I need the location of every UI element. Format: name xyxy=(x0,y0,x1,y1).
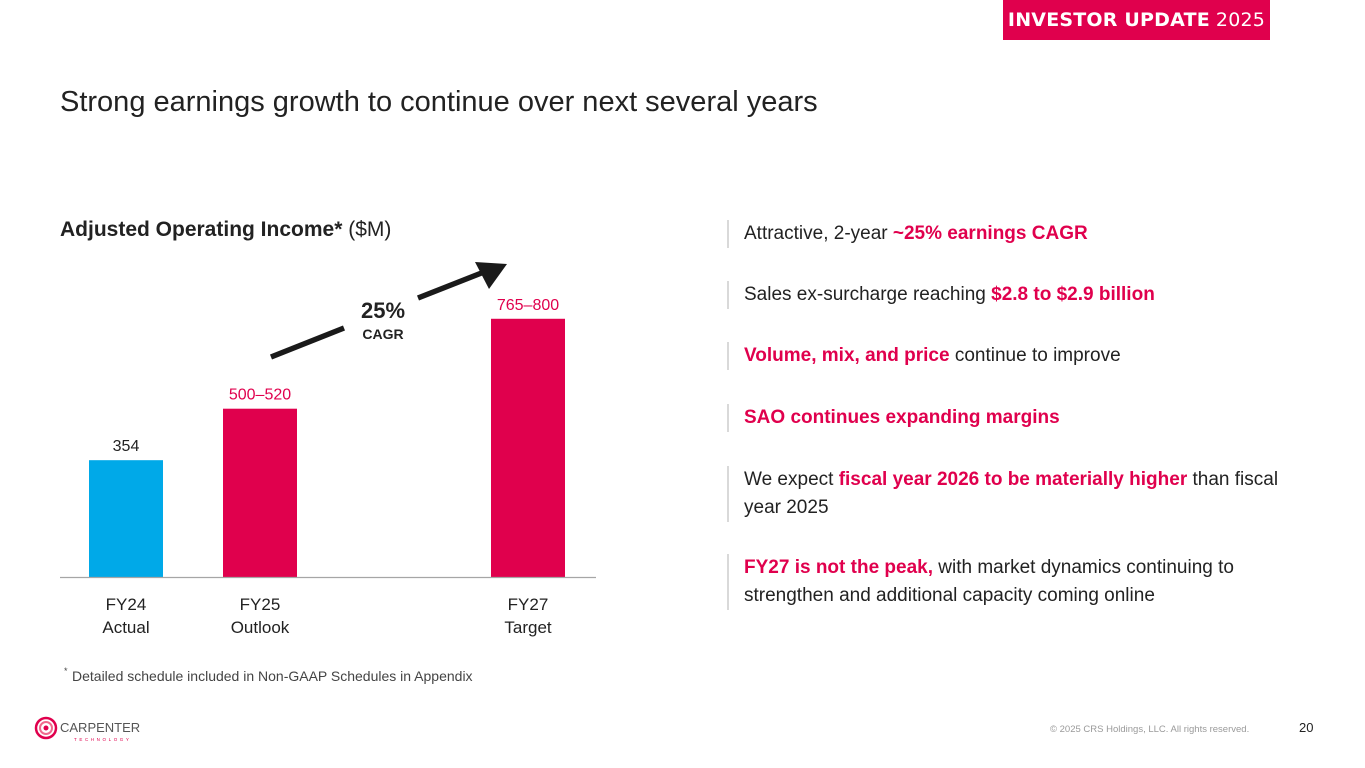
bar-fy27 xyxy=(491,318,565,577)
badge-label: INVESTOR UPDATE xyxy=(1007,9,1210,31)
page-number: 20 xyxy=(1299,720,1314,735)
chart-title: Adjusted Operating Income* ($M) xyxy=(60,218,391,242)
page-title: Strong earnings growth to continue over … xyxy=(60,86,818,118)
key-point-item: Sales ex-surcharge reaching $2.8 to $2.9… xyxy=(727,281,1304,309)
bar-fy24 xyxy=(89,460,163,577)
x-tick-label: Actual xyxy=(102,618,149,637)
highlighted-text: fiscal year 2026 to be materially higher xyxy=(838,469,1188,490)
carpenter-logo: CARPENTER TECHNOLOGY xyxy=(34,716,154,749)
x-tick-label: FY25 xyxy=(240,595,281,614)
cagr-arrow-tail xyxy=(269,325,346,360)
badge-year: 2025 xyxy=(1215,9,1266,31)
bar-fy25 xyxy=(223,408,297,577)
highlighted-text: $2.8 to $2.9 billion xyxy=(991,284,1155,305)
highlighted-text: FY27 is not the peak, xyxy=(744,557,933,578)
x-tick-label: Target xyxy=(504,618,552,637)
key-point-item: FY27 is not the peak, with market dynami… xyxy=(727,554,1304,610)
highlighted-text: Volume, mix, and price xyxy=(744,345,950,366)
body-text: We expect xyxy=(744,469,839,490)
cagr-arrow-shaft xyxy=(416,269,486,301)
footnote: * Detailed schedule included in Non-GAAP… xyxy=(64,666,473,684)
chart-title-unit: ($M) xyxy=(342,218,392,241)
body-text: Attractive, 2-year xyxy=(744,223,893,244)
highlighted-text: ~25% earnings CAGR xyxy=(892,223,1088,244)
x-tick-label: Outlook xyxy=(231,618,290,637)
body-text: with market dynamics continuing to stren… xyxy=(744,557,1234,606)
cagr-value: 25% xyxy=(361,298,405,323)
copyright-notice: © 2025 CRS Holdings, LLC. All rights res… xyxy=(1050,724,1250,735)
key-point-item: SAO continues expanding margins xyxy=(727,404,1304,432)
footnote-text: Detailed schedule included in Non-GAAP S… xyxy=(72,668,473,684)
cagr-arrow-head xyxy=(475,262,507,289)
cagr-arrow xyxy=(269,262,507,360)
body-text: Sales ex-surcharge reaching xyxy=(744,284,992,305)
footnote-marker: * xyxy=(64,666,68,676)
x-tick-label: FY27 xyxy=(508,595,549,614)
body-text: than fiscal year 2025 xyxy=(744,469,1279,518)
body-text: continue to improve xyxy=(949,345,1121,366)
chart-title-main: Adjusted Operating Income* xyxy=(60,218,343,241)
x-tick-label: FY24 xyxy=(106,595,147,614)
data-label-fy27: 765–800 xyxy=(497,297,559,314)
key-point-item: We expect fiscal year 2026 to be materia… xyxy=(727,466,1304,522)
logo-swirl-icon xyxy=(34,716,58,740)
highlighted-text: SAO continues expanding margins xyxy=(744,407,1060,428)
logo-name: CARPENTER xyxy=(60,720,140,735)
data-label-fy24: 354 xyxy=(113,438,140,455)
cagr-label: CAGR xyxy=(362,326,403,342)
data-label-fy25: 500–520 xyxy=(229,387,291,404)
investor-update-badge: INVESTOR UPDATE 2025 xyxy=(1003,0,1270,40)
key-point-item: Attractive, 2-year ~25% earnings CAGR xyxy=(727,220,1304,248)
key-point-item: Volume, mix, and price continue to impro… xyxy=(727,342,1304,370)
logo-subtitle: TECHNOLOGY xyxy=(74,737,132,742)
